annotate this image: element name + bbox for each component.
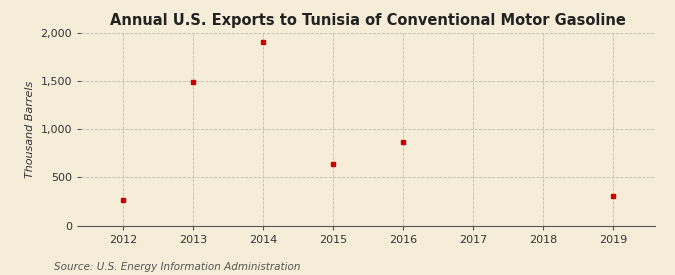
Text: Source: U.S. Energy Information Administration: Source: U.S. Energy Information Administ… xyxy=(54,262,300,272)
Title: Annual U.S. Exports to Tunisia of Conventional Motor Gasoline: Annual U.S. Exports to Tunisia of Conven… xyxy=(110,13,626,28)
Y-axis label: Thousand Barrels: Thousand Barrels xyxy=(25,81,35,178)
